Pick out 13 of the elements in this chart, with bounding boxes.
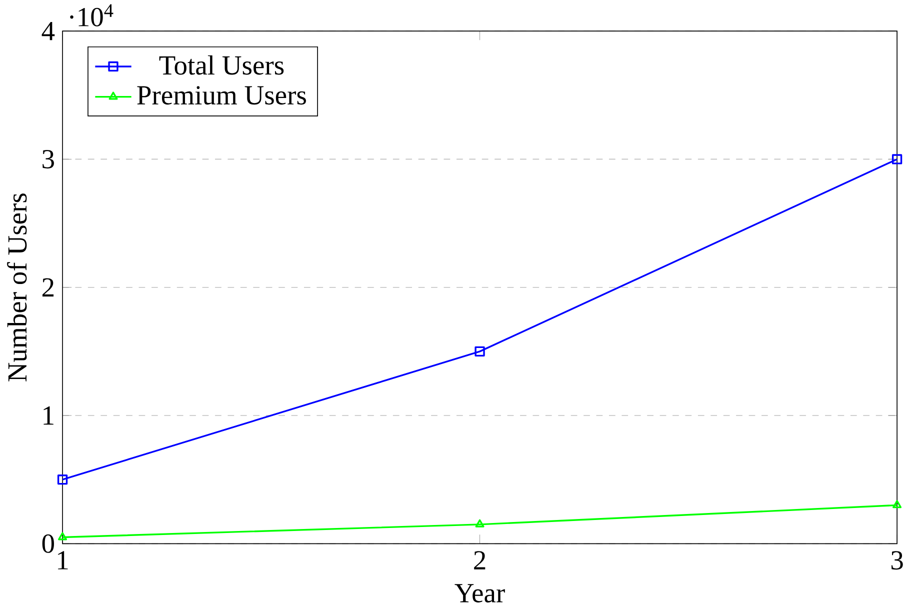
y-tick-label: 1: [44, 406, 54, 425]
x-tick-label: 3: [891, 551, 903, 570]
x-axis-title: Year: [454, 584, 505, 603]
y-tick-label: 4: [42, 22, 55, 40]
legend-label: Premium Users: [137, 86, 306, 105]
y-tick-label: 3: [42, 150, 54, 169]
y-tick-label: 2: [42, 278, 54, 297]
y-axis-title: Number of Users: [7, 194, 27, 382]
x-tick-label: 1: [58, 551, 68, 570]
y-tick-label: 0: [42, 534, 54, 554]
x-tick-label: 2: [474, 551, 486, 570]
legend-label: Total Users: [159, 56, 284, 75]
text: ·10$^{4}$: [70, 4, 114, 27]
